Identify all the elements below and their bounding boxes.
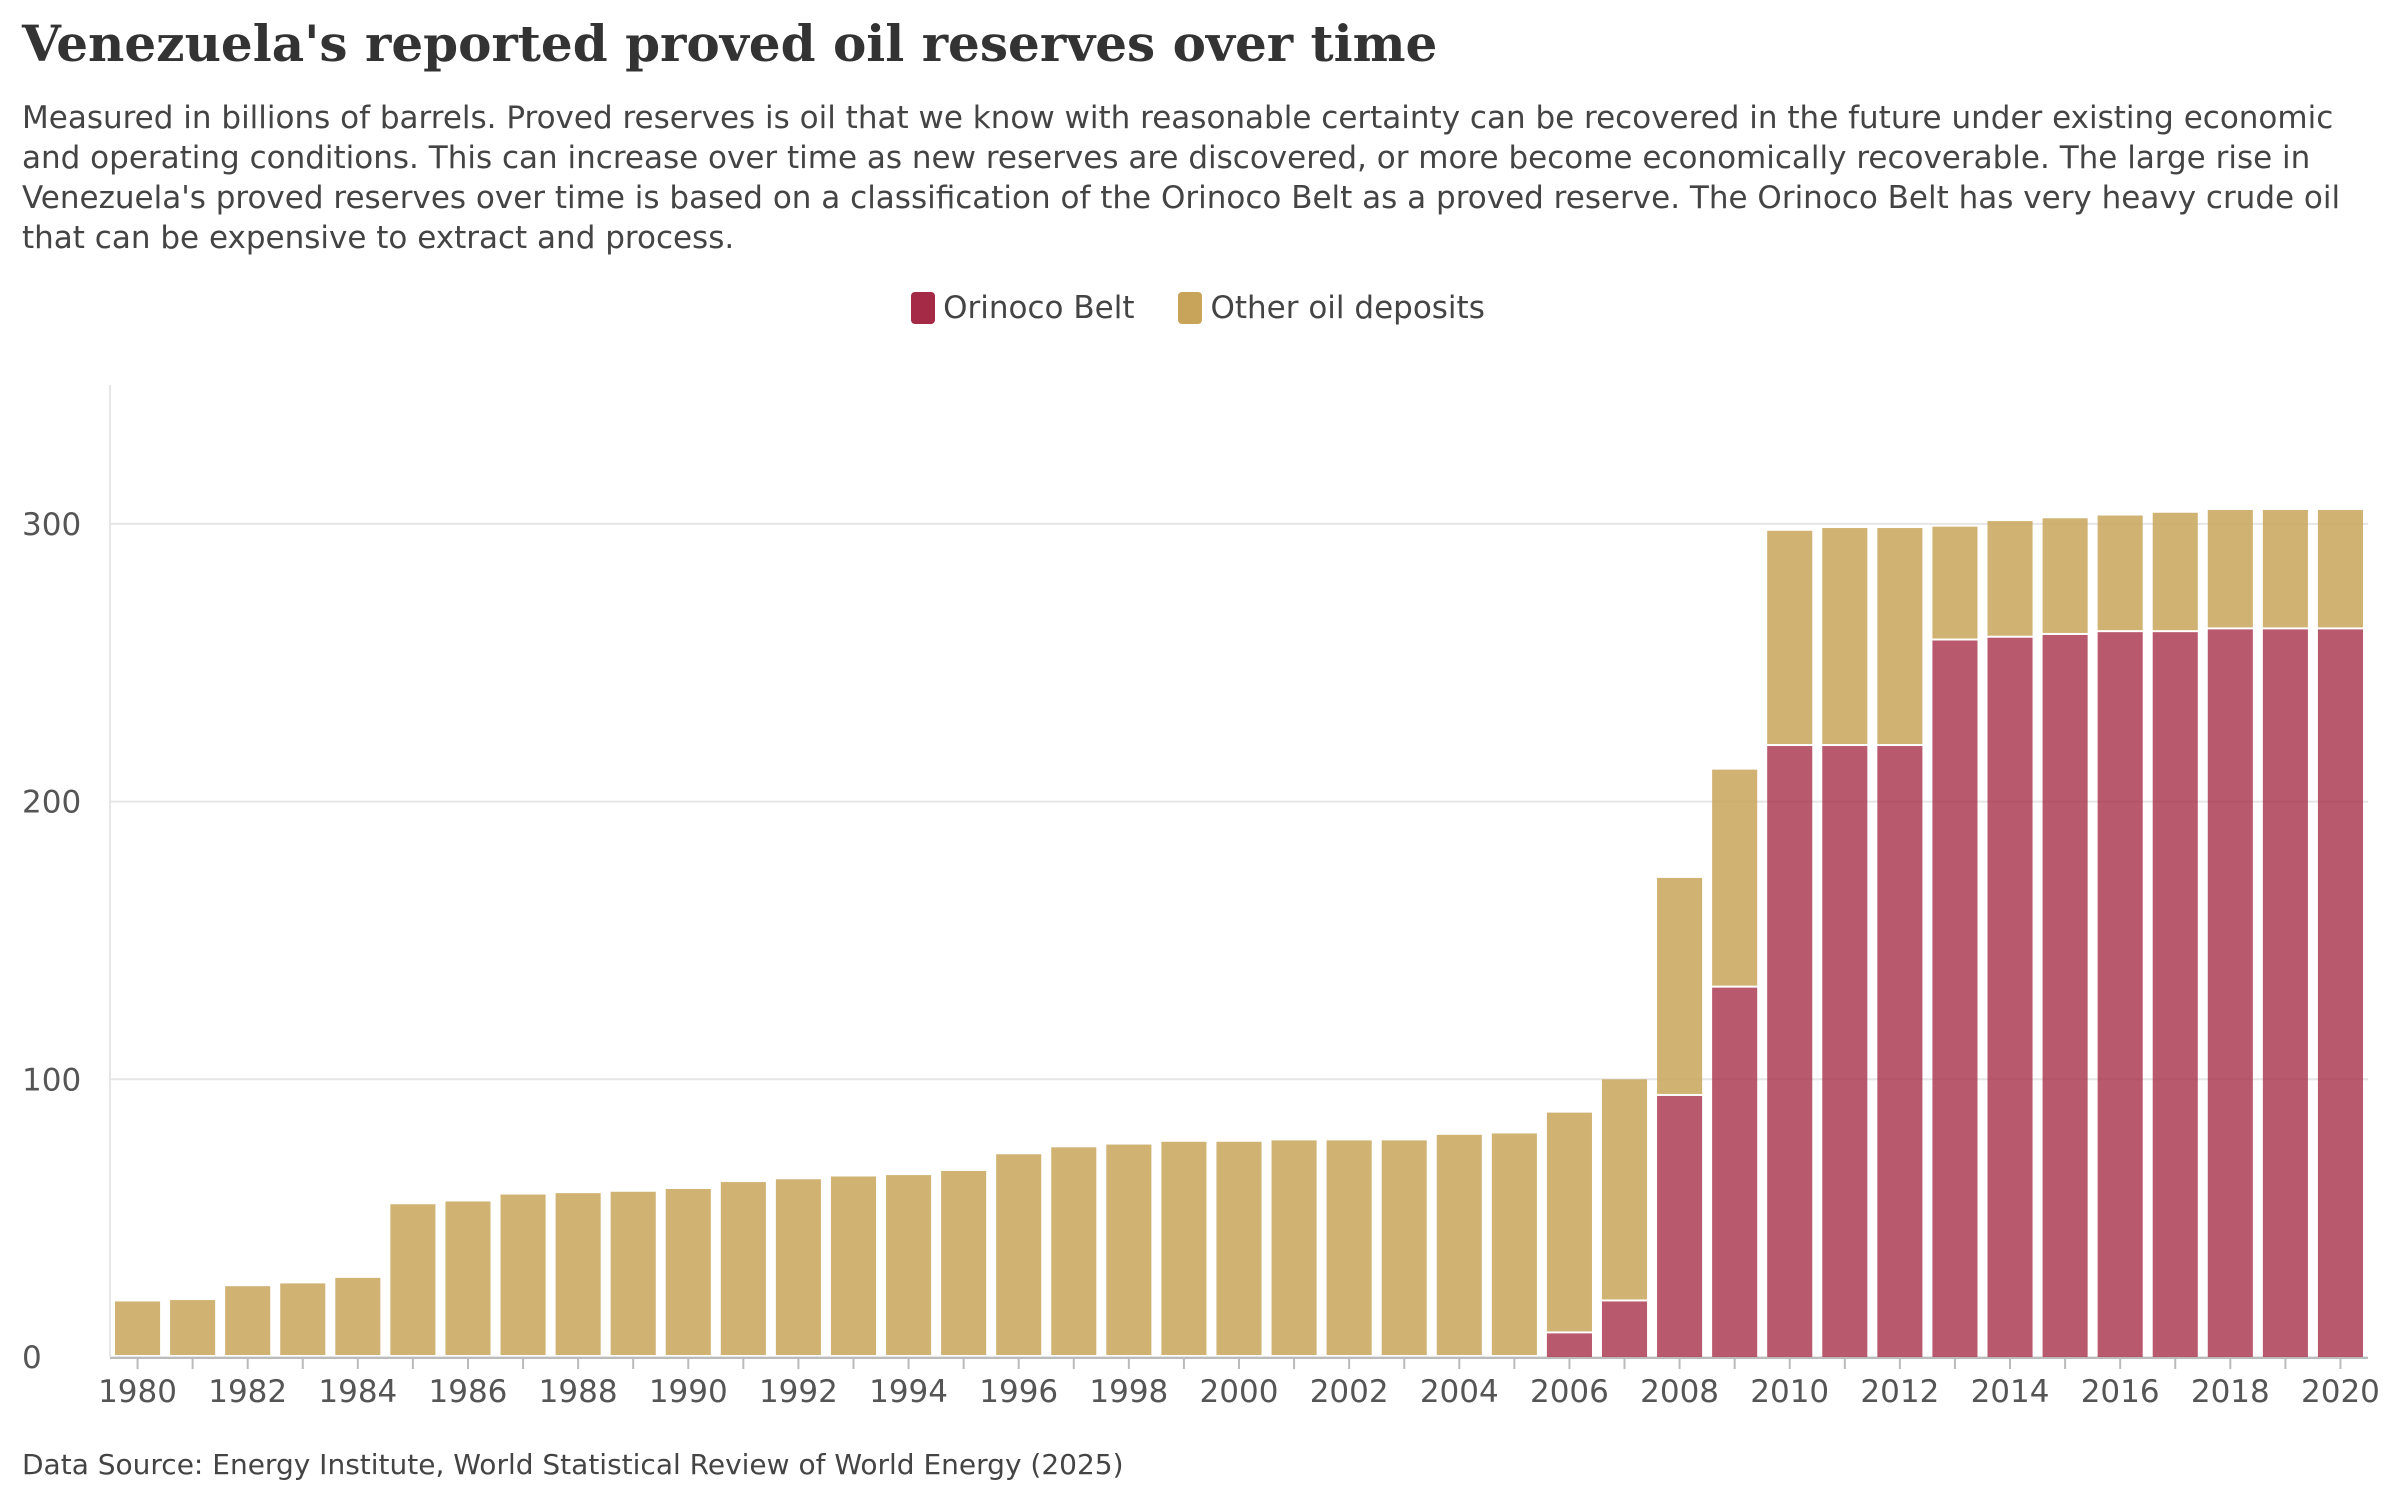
bar-2009-other-oil-deposits bbox=[1712, 769, 1758, 986]
bar-2008-other-oil-deposits bbox=[1657, 877, 1703, 1094]
bar-2014-other-oil-deposits bbox=[1987, 521, 2033, 636]
bar-2000-other-oil-deposits bbox=[1216, 1141, 1262, 1355]
x-tick-label-1996: 1996 bbox=[979, 1374, 1058, 1410]
x-tick-label-2018: 2018 bbox=[2191, 1374, 2270, 1410]
x-tick-label-1986: 1986 bbox=[429, 1374, 508, 1410]
bar-1988-other-oil-deposits bbox=[555, 1193, 601, 1355]
x-tick-label-1990: 1990 bbox=[649, 1374, 728, 1410]
y-tick-label-300: 300 bbox=[22, 507, 81, 543]
bar-1999-other-oil-deposits bbox=[1161, 1141, 1207, 1355]
bar-2019-other-oil-deposits bbox=[2262, 509, 2308, 628]
bar-1998-other-oil-deposits bbox=[1106, 1144, 1152, 1355]
bar-1993-other-oil-deposits bbox=[830, 1176, 877, 1355]
x-tick-label-2010: 2010 bbox=[1750, 1374, 1829, 1410]
bar-2005-other-oil-deposits bbox=[1491, 1133, 1537, 1355]
legend-label-orinoco-belt: Orinoco Belt bbox=[943, 290, 1135, 326]
y-tick-label-0: 0 bbox=[22, 1340, 42, 1376]
bar-2003-other-oil-deposits bbox=[1381, 1140, 1427, 1355]
bar-1991-other-oil-deposits bbox=[720, 1182, 766, 1355]
chart-subtitle: Measured in billions of barrels. Proved … bbox=[22, 100, 2341, 256]
bar-2010-other-oil-deposits bbox=[1767, 530, 1813, 745]
bar-2010-orinoco-belt bbox=[1767, 746, 1813, 1357]
bar-1982-other-oil-deposits bbox=[225, 1286, 271, 1355]
x-tick-label-1980: 1980 bbox=[98, 1374, 177, 1410]
bar-2012-orinoco-belt bbox=[1877, 746, 1923, 1357]
chart-title: Venezuela's reported proved oil reserves… bbox=[22, 14, 1438, 73]
bar-1994-other-oil-deposits bbox=[886, 1175, 932, 1355]
legend-label-other-oil-deposits: Other oil deposits bbox=[1210, 290, 1485, 326]
x-tick-label-2008: 2008 bbox=[1640, 1374, 1719, 1410]
bar-2007-orinoco-belt bbox=[1601, 1301, 1648, 1357]
bar-1981-other-oil-deposits bbox=[170, 1300, 216, 1355]
bar-1997-other-oil-deposits bbox=[1051, 1147, 1097, 1355]
bar-2012-other-oil-deposits bbox=[1877, 528, 1923, 745]
x-tick-label-2014: 2014 bbox=[1971, 1374, 2050, 1410]
bar-1983-other-oil-deposits bbox=[280, 1283, 326, 1355]
bar-2001-other-oil-deposits bbox=[1271, 1140, 1317, 1355]
bar-2016-other-oil-deposits bbox=[2097, 515, 2143, 631]
bars bbox=[115, 509, 2363, 1357]
bar-2020-orinoco-belt bbox=[2317, 629, 2363, 1357]
bar-1995-other-oil-deposits bbox=[941, 1170, 987, 1355]
x-tick-label-2004: 2004 bbox=[1420, 1374, 1499, 1410]
legend: Orinoco Belt Other oil deposits bbox=[0, 290, 2396, 326]
bar-2018-other-oil-deposits bbox=[2207, 509, 2253, 628]
bar-2011-orinoco-belt bbox=[1822, 746, 1868, 1357]
bar-2002-other-oil-deposits bbox=[1326, 1140, 1372, 1355]
legend-item-other-oil-deposits[interactable]: Other oil deposits bbox=[1178, 290, 1485, 326]
bar-1990-other-oil-deposits bbox=[665, 1188, 711, 1355]
bar-1989-other-oil-deposits bbox=[610, 1191, 656, 1355]
bar-1992-other-oil-deposits bbox=[775, 1179, 821, 1355]
bar-2013-other-oil-deposits bbox=[1932, 526, 1978, 639]
x-tick-label-2012: 2012 bbox=[1860, 1374, 1939, 1410]
bar-2017-other-oil-deposits bbox=[2152, 512, 2198, 631]
bar-2019-orinoco-belt bbox=[2262, 629, 2308, 1357]
x-tick-label-2020: 2020 bbox=[2301, 1374, 2380, 1410]
x-tick-label-2006: 2006 bbox=[1530, 1374, 1609, 1410]
bar-2020-other-oil-deposits bbox=[2317, 509, 2363, 628]
x-tick-label-1982: 1982 bbox=[208, 1374, 287, 1410]
bar-2006-orinoco-belt bbox=[1546, 1333, 1592, 1357]
bar-2009-orinoco-belt bbox=[1712, 987, 1758, 1357]
bar-2008-orinoco-belt bbox=[1657, 1095, 1703, 1357]
y-tick-label-100: 100 bbox=[22, 1062, 81, 1098]
y-tick-label-200: 200 bbox=[22, 785, 81, 821]
bar-2014-orinoco-belt bbox=[1987, 637, 2033, 1357]
bar-1980-other-oil-deposits bbox=[115, 1301, 161, 1355]
bar-2017-orinoco-belt bbox=[2152, 632, 2198, 1357]
x-tick-label-2000: 2000 bbox=[1200, 1374, 1279, 1410]
bar-1985-other-oil-deposits bbox=[390, 1204, 436, 1355]
x-tick-label-1984: 1984 bbox=[318, 1374, 397, 1410]
data-source: Data Source: Energy Institute, World Sta… bbox=[22, 1448, 1124, 1481]
x-tick-label-1994: 1994 bbox=[869, 1374, 948, 1410]
x-tick-label-1998: 1998 bbox=[1089, 1374, 1168, 1410]
legend-swatch-other-oil-deposits bbox=[1178, 292, 1203, 324]
x-tick-label-2002: 2002 bbox=[1310, 1374, 1389, 1410]
bar-2016-orinoco-belt bbox=[2097, 632, 2143, 1357]
bar-2013-orinoco-belt bbox=[1932, 640, 1978, 1357]
x-tick-label-1988: 1988 bbox=[539, 1374, 618, 1410]
bar-1984-other-oil-deposits bbox=[335, 1277, 381, 1355]
x-axis: 1980 1982 1984 1986 1988 1990 1992 1994 1996 1998… bbox=[98, 1357, 2380, 1410]
legend-swatch-orinoco-belt bbox=[911, 292, 936, 324]
x-tick-label-1992: 1992 bbox=[759, 1374, 838, 1410]
bar-2018-orinoco-belt bbox=[2207, 629, 2253, 1357]
bar-2004-other-oil-deposits bbox=[1436, 1134, 1482, 1355]
legend-item-orinoco-belt[interactable]: Orinoco Belt bbox=[911, 290, 1134, 326]
y-axis: 0 100 200 300 bbox=[22, 507, 81, 1376]
bar-2006-other-oil-deposits bbox=[1546, 1112, 1592, 1332]
bar-2011-other-oil-deposits bbox=[1822, 528, 1868, 745]
bar-2015-other-oil-deposits bbox=[2042, 518, 2088, 633]
bar-2007-other-oil-deposits bbox=[1601, 1079, 1648, 1300]
x-tick-label-2016: 2016 bbox=[2081, 1374, 2160, 1410]
bar-1986-other-oil-deposits bbox=[445, 1201, 491, 1355]
bar-1996-other-oil-deposits bbox=[996, 1154, 1042, 1355]
bar-2015-orinoco-belt bbox=[2042, 634, 2088, 1357]
bar-1987-other-oil-deposits bbox=[500, 1194, 546, 1355]
